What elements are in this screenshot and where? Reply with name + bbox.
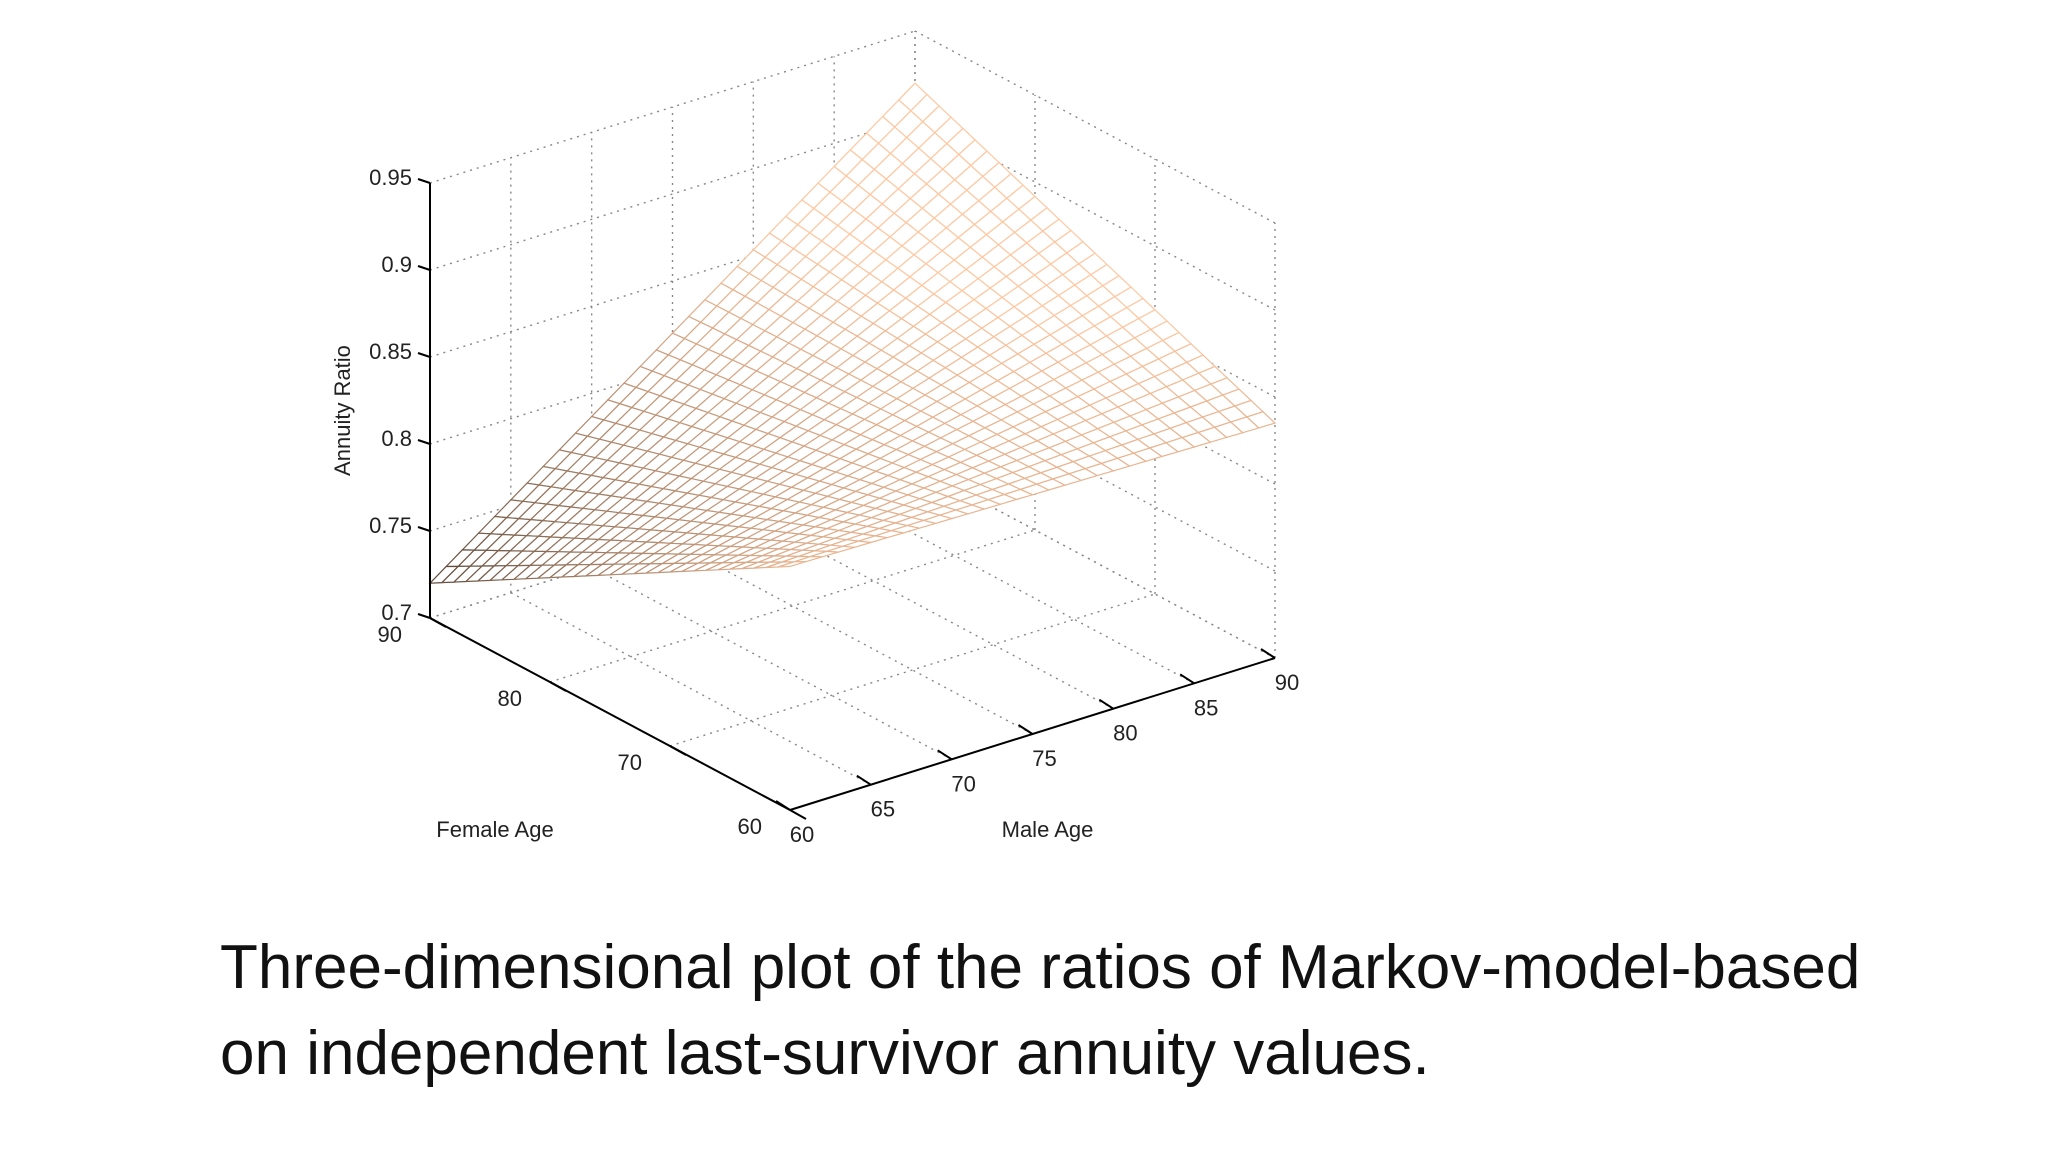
floor-grid-line	[753, 516, 1114, 710]
tick-labels: 60657075808590607080900.70.750.80.850.90…	[369, 165, 1299, 847]
z-axis-tick	[417, 178, 431, 184]
x-tick-label: 70	[951, 771, 975, 796]
back-wall-grid-line	[429, 291, 916, 445]
y-tick-label: 60	[738, 814, 762, 839]
y-axis-title: Female Age	[436, 817, 553, 842]
x-tick-label: 85	[1194, 695, 1218, 720]
slide-caption: Three-dimensional plot of the ratios of …	[220, 925, 1980, 1097]
y-axis-tick	[669, 745, 687, 756]
x-axis-tick	[937, 749, 953, 761]
back-wall-grid-line	[429, 30, 916, 184]
x-tick-label: 75	[1032, 746, 1056, 771]
z-tick-label: 0.7	[381, 600, 412, 625]
surface-mesh	[428, 82, 1277, 584]
y-axis-tick	[789, 809, 807, 820]
floor-grid-line	[510, 592, 872, 786]
y-axis-line	[429, 617, 791, 811]
z-axis-tick	[417, 526, 431, 532]
floor-grid-line	[672, 541, 1033, 735]
x-tick-label: 90	[1275, 670, 1299, 695]
surface-chart: 60657075808590607080900.70.750.80.850.90…	[330, 30, 1299, 847]
z-tick-label: 0.8	[381, 426, 412, 451]
x-tick-label: 60	[790, 822, 814, 847]
x-tick-label: 80	[1113, 721, 1137, 746]
x-axis-tick	[1017, 724, 1034, 735]
z-tick-label: 0.9	[381, 252, 412, 277]
back-wall-grid-line	[429, 465, 916, 619]
side-wall-grid-line	[914, 30, 1276, 224]
caption-line-2: on independent last-survivor annuity val…	[220, 1019, 1430, 1088]
surface-cell	[777, 561, 807, 568]
x-axis-tick	[1260, 648, 1276, 659]
y-tick-label: 80	[498, 686, 522, 711]
x-axis-tick	[1098, 698, 1114, 710]
caption-line-1: Three-dimensional plot of the ratios of …	[220, 933, 1861, 1002]
z-axis-tick	[417, 439, 431, 445]
z-tick-label: 0.75	[369, 513, 412, 538]
floor-grid-line	[669, 593, 1156, 747]
x-axis-tick	[775, 800, 791, 811]
y-tick-label: 70	[618, 750, 642, 775]
z-axis-title: Annuity Ratio	[330, 345, 355, 476]
z-tick-label: 0.95	[369, 165, 412, 190]
floor-grid-line	[591, 566, 952, 760]
back-wall-grid-line	[429, 117, 916, 271]
axes	[417, 178, 1276, 820]
z-tick-label: 0.85	[369, 339, 412, 364]
x-tick-label: 65	[871, 797, 895, 822]
floor-grid-line	[549, 529, 1036, 683]
side-wall-grid-line	[914, 465, 1276, 659]
back-wall-grid-line	[429, 204, 916, 358]
x-axis-tick	[856, 774, 872, 786]
y-tick-label: 90	[378, 622, 402, 647]
x-axis-tick	[1179, 673, 1195, 685]
z-axis-tick	[417, 352, 431, 358]
side-wall-grid-line	[914, 117, 1276, 311]
floor-grid-line	[833, 490, 1195, 684]
x-axis-title: Male Age	[1002, 817, 1094, 842]
y-axis-tick	[429, 617, 447, 628]
z-axis-tick	[417, 265, 431, 271]
z-axis-tick	[417, 613, 431, 619]
y-axis-tick	[549, 681, 567, 692]
